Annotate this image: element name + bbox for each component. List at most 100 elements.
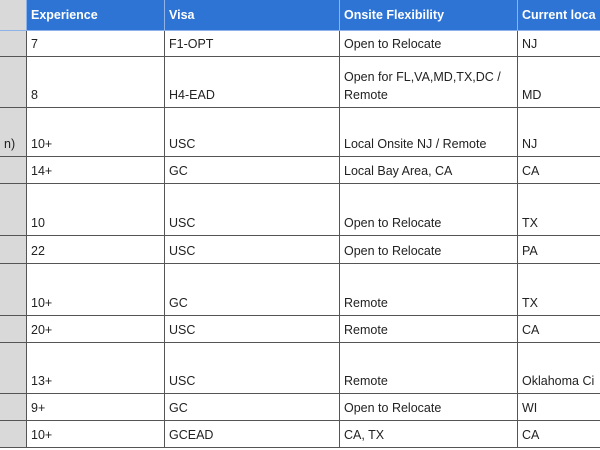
header-cell: [0, 0, 27, 31]
location-cell: MD: [518, 57, 600, 108]
onsite-cell: Open to Relocate: [340, 236, 518, 264]
experience-cell-text: 8: [31, 88, 38, 102]
location-cell: NJ: [518, 108, 600, 157]
onsite-cell: Local Onsite NJ / Remote: [340, 108, 518, 157]
header-cell-text: Current loca: [522, 8, 596, 22]
row-label-cell-text: n): [4, 137, 16, 151]
visa-cell: USC: [165, 316, 340, 343]
experience-cell-text: 13+: [31, 374, 53, 388]
location-cell: PA: [518, 236, 600, 264]
experience-cell: 9+: [27, 394, 165, 421]
onsite-cell: Remote: [340, 316, 518, 343]
location-cell: WI: [518, 394, 600, 421]
location-cell: Oklahoma Ci: [518, 343, 600, 394]
header-cell: Visa: [165, 0, 340, 31]
header-cell: Experience: [27, 0, 165, 31]
onsite-cell-text: Open for FL,VA,MD,TX,DC / Remote: [344, 70, 501, 102]
visa-cell-text: USC: [169, 137, 196, 151]
experience-cell: 14+: [27, 157, 165, 184]
onsite-cell-text: Open to Relocate: [344, 37, 442, 51]
experience-cell-text: 14+: [31, 164, 53, 178]
row-label-cell: [0, 394, 27, 421]
visa-cell-text: USC: [169, 244, 196, 258]
experience-cell: 10+: [27, 108, 165, 157]
experience-cell-text: 9+: [31, 401, 46, 415]
experience-cell-text: 20+: [31, 323, 53, 337]
visa-cell-text: H4-EAD: [169, 88, 215, 102]
onsite-cell: Local Bay Area, CA: [340, 157, 518, 184]
location-cell-text: Oklahoma Ci: [522, 374, 595, 388]
experience-cell-text: 7: [31, 37, 38, 51]
row-label-cell: n): [0, 108, 27, 157]
experience-cell: 7: [27, 31, 165, 57]
location-cell-text: WI: [522, 401, 538, 415]
header-cell-text: Visa: [169, 8, 195, 22]
visa-cell: F1-OPT: [165, 31, 340, 57]
header-cell-text: Onsite Flexibility: [344, 8, 445, 22]
onsite-cell-text: Remote: [344, 296, 388, 310]
header-cell: Current loca: [518, 0, 600, 31]
location-cell-text: CA: [522, 164, 540, 178]
location-cell-text: TX: [522, 296, 538, 310]
visa-cell-text: USC: [169, 374, 196, 388]
location-cell: CA: [518, 157, 600, 184]
onsite-cell: Open to Relocate: [340, 31, 518, 57]
experience-cell: 10+: [27, 421, 165, 448]
experience-cell: 22: [27, 236, 165, 264]
location-cell: CA: [518, 421, 600, 448]
onsite-cell-text: Open to Relocate: [344, 216, 442, 230]
row-label-cell: [0, 421, 27, 448]
onsite-cell-text: Local Onsite NJ / Remote: [344, 137, 487, 151]
visa-cell-text: GC: [169, 164, 188, 178]
experience-cell: 13+: [27, 343, 165, 394]
onsite-cell-text: Open to Relocate: [344, 401, 442, 415]
location-cell: TX: [518, 264, 600, 316]
onsite-cell: Remote: [340, 343, 518, 394]
experience-cell-text: 10+: [31, 428, 53, 442]
visa-cell-text: USC: [169, 216, 196, 230]
row-label-cell: [0, 31, 27, 57]
row-label-cell: [0, 236, 27, 264]
visa-cell: GC: [165, 394, 340, 421]
onsite-cell-text: Open to Relocate: [344, 244, 442, 258]
visa-cell: GCEAD: [165, 421, 340, 448]
experience-cell-text: 10: [31, 216, 45, 230]
location-cell-text: CA: [522, 323, 540, 337]
location-cell-text: PA: [522, 244, 538, 258]
location-cell: NJ: [518, 31, 600, 57]
row-label-cell: [0, 343, 27, 394]
visa-cell-text: GC: [169, 401, 188, 415]
onsite-cell: Remote: [340, 264, 518, 316]
visa-cell-text: GCEAD: [169, 428, 214, 442]
visa-cell: USC: [165, 184, 340, 236]
visa-cell-text: USC: [169, 323, 196, 337]
location-cell-text: NJ: [522, 37, 538, 51]
row-label-cell: [0, 264, 27, 316]
experience-cell: 10: [27, 184, 165, 236]
experience-cell: 8: [27, 57, 165, 108]
onsite-cell: Open to Relocate: [340, 184, 518, 236]
onsite-cell-text: Local Bay Area, CA: [344, 164, 453, 178]
location-cell-text: MD: [522, 88, 542, 102]
location-cell-text: CA: [522, 428, 540, 442]
visa-cell: GC: [165, 157, 340, 184]
row-label-cell: [0, 316, 27, 343]
experience-cell: 20+: [27, 316, 165, 343]
visa-cell: GC: [165, 264, 340, 316]
location-cell: TX: [518, 184, 600, 236]
experience-cell: 10+: [27, 264, 165, 316]
onsite-cell-text: Remote: [344, 323, 388, 337]
visa-cell-text: F1-OPT: [169, 37, 214, 51]
experience-cell-text: 10+: [31, 296, 53, 310]
location-cell-text: TX: [522, 216, 538, 230]
visa-cell: USC: [165, 108, 340, 157]
visa-cell: USC: [165, 236, 340, 264]
header-cell: Onsite Flexibility: [340, 0, 518, 31]
header-cell-text: Experience: [31, 8, 98, 22]
visa-cell: USC: [165, 343, 340, 394]
onsite-cell-text: CA, TX: [344, 428, 385, 442]
location-cell: CA: [518, 316, 600, 343]
row-label-cell: [0, 157, 27, 184]
